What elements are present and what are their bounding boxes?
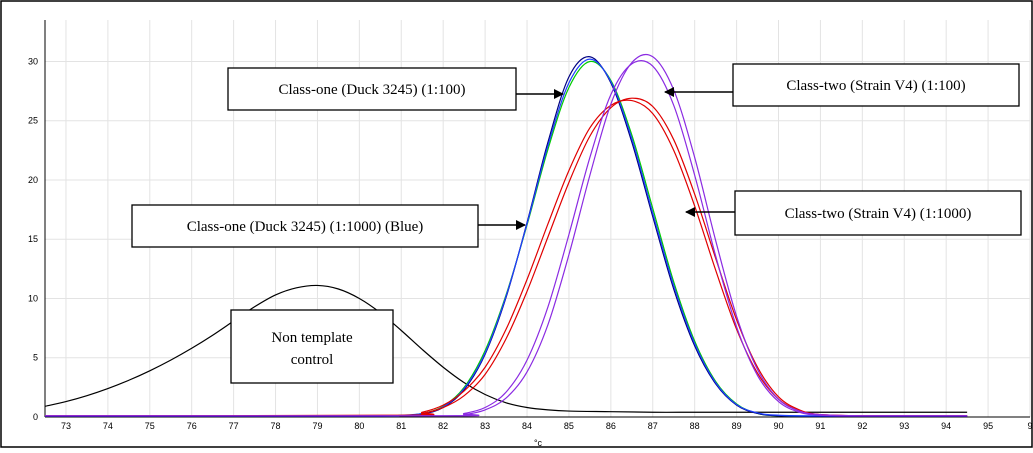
annotation-non-template-control: Non template control [230,309,394,384]
annotation-text-ntc-line1: Non template [271,330,353,346]
x-tick-label: 83 [480,421,490,431]
y-tick-label: 0 [33,412,38,422]
x-tick-label: 78 [271,421,281,431]
annotation-class-one-1-100: Class-one (Duck 3245) (1:100) [227,67,564,111]
tick-labels: 73 74 75 76 77 78 79 80 81 82 83 84 85 86 87 88 89 90 91 92… [28,56,1033,431]
x-tick-label: 9 [1027,421,1032,431]
x-tick-label: 87 [648,421,658,431]
series-lines [44,53,968,418]
series-line-c2_1000_red_b [44,97,968,417]
x-tick-label: 84 [522,421,532,431]
y-tick-label: 25 [28,116,38,126]
x-tick-label: 74 [103,421,113,431]
x-tick-label: 75 [145,421,155,431]
annotation-class-two-1-1000: Class-two (Strain V4) (1:1000) [685,190,1022,236]
x-tick-label: 95 [983,421,993,431]
x-tick-label: 93 [899,421,909,431]
x-tick-label: 94 [941,421,951,431]
annotation-text-class-two-1-100: Class-two (Strain V4) (1:100) [786,78,965,94]
x-tick-label: 73 [61,421,71,431]
x-tick-label: 76 [187,421,197,431]
x-tick-label: 85 [564,421,574,431]
x-tick-label: 86 [606,421,616,431]
x-tick-label: 88 [690,421,700,431]
x-tick-label: 80 [354,421,364,431]
x-axis-label: °c [534,438,543,448]
annotation-text-class-one-1-1000: Class-one (Duck 3245) (1:1000) (Blue) [187,219,424,235]
annotation-text-class-one-1-100: Class-one (Duck 3245) (1:100) [278,82,465,98]
annotation-text-ntc-line2: control [291,352,334,368]
series-line-c2_100_purple_b [44,53,968,417]
series-line-ntc [44,284,968,413]
y-tick-label: 20 [28,175,38,185]
x-tick-label: 82 [438,421,448,431]
series-line-c1_1000_blue [44,58,968,417]
annotation-class-one-1-1000: Class-one (Duck 3245) (1:1000) (Blue) [131,204,526,248]
x-tick-label: 92 [857,421,867,431]
y-tick-label: 10 [28,293,38,303]
x-tick-label: 89 [732,421,742,431]
series-line-c2_100_purple_a [44,60,968,417]
annotation-text-class-two-1-1000: Class-two (Strain V4) (1:1000) [785,206,972,222]
y-tick-label: 15 [28,234,38,244]
x-tick-label: 90 [774,421,784,431]
annotation-class-two-1-100: Class-two (Strain V4) (1:100) [664,63,1020,107]
y-tick-label: 30 [28,56,38,66]
x-tick-label: 81 [396,421,406,431]
x-tick-label: 91 [815,421,825,431]
x-tick-label: 79 [312,421,322,431]
y-tick-label: 5 [33,353,38,363]
x-tick-label: 77 [229,421,239,431]
